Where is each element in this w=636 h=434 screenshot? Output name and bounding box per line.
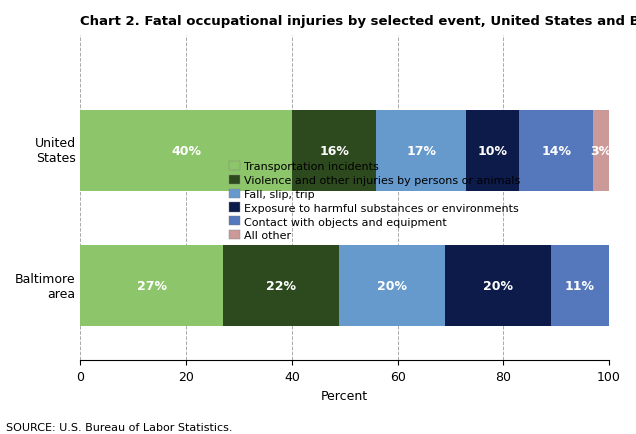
Text: 17%: 17% [406,145,436,158]
Bar [445,246,551,327]
Text: 20%: 20% [483,279,513,293]
Text: 16%: 16% [319,145,349,158]
Bar [223,246,340,327]
Bar [593,110,609,191]
Bar [81,246,223,327]
Text: 27%: 27% [137,279,167,293]
Bar [292,110,377,191]
Text: 3%: 3% [591,145,612,158]
Text: Chart 2. Fatal occupational injuries by selected event, United States and Baltim: Chart 2. Fatal occupational injuries by … [81,15,636,28]
Text: 40%: 40% [171,145,201,158]
Bar [377,110,466,191]
Text: 22%: 22% [266,279,296,293]
Bar [466,110,519,191]
Bar [551,246,609,327]
Bar [340,246,445,327]
Legend: Transportation incidents, Violence and other injuries by persons or animals, Fal: Transportation incidents, Violence and o… [229,161,520,241]
Text: 20%: 20% [377,279,407,293]
Text: 11%: 11% [565,279,595,293]
Text: SOURCE: U.S. Bureau of Labor Statistics.: SOURCE: U.S. Bureau of Labor Statistics. [6,422,233,432]
Text: 10%: 10% [478,145,508,158]
Bar [519,110,593,191]
X-axis label: Percent: Percent [321,389,368,402]
Bar [81,110,292,191]
Text: 14%: 14% [541,145,571,158]
